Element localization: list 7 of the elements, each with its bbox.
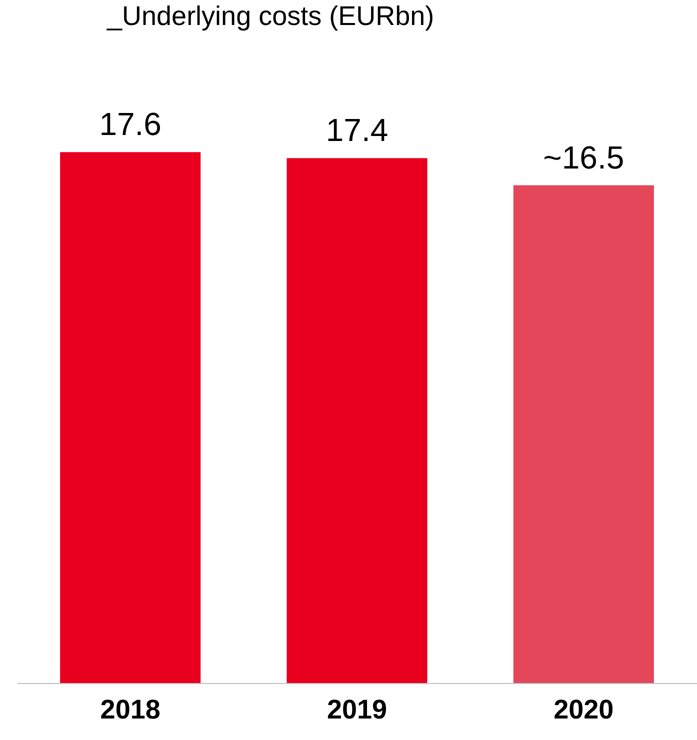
data-label: ~16.5 [543, 139, 624, 176]
chart-title: _Underlying costs (EURbn) [106, 1, 434, 32]
x-tick-label: 2018 [100, 694, 160, 724]
data-label: 17.6 [99, 106, 162, 142]
data-label: 17.4 [326, 112, 388, 148]
x-tick-label: 2019 [326, 694, 388, 724]
x-tick-label: 2020 [554, 694, 614, 724]
